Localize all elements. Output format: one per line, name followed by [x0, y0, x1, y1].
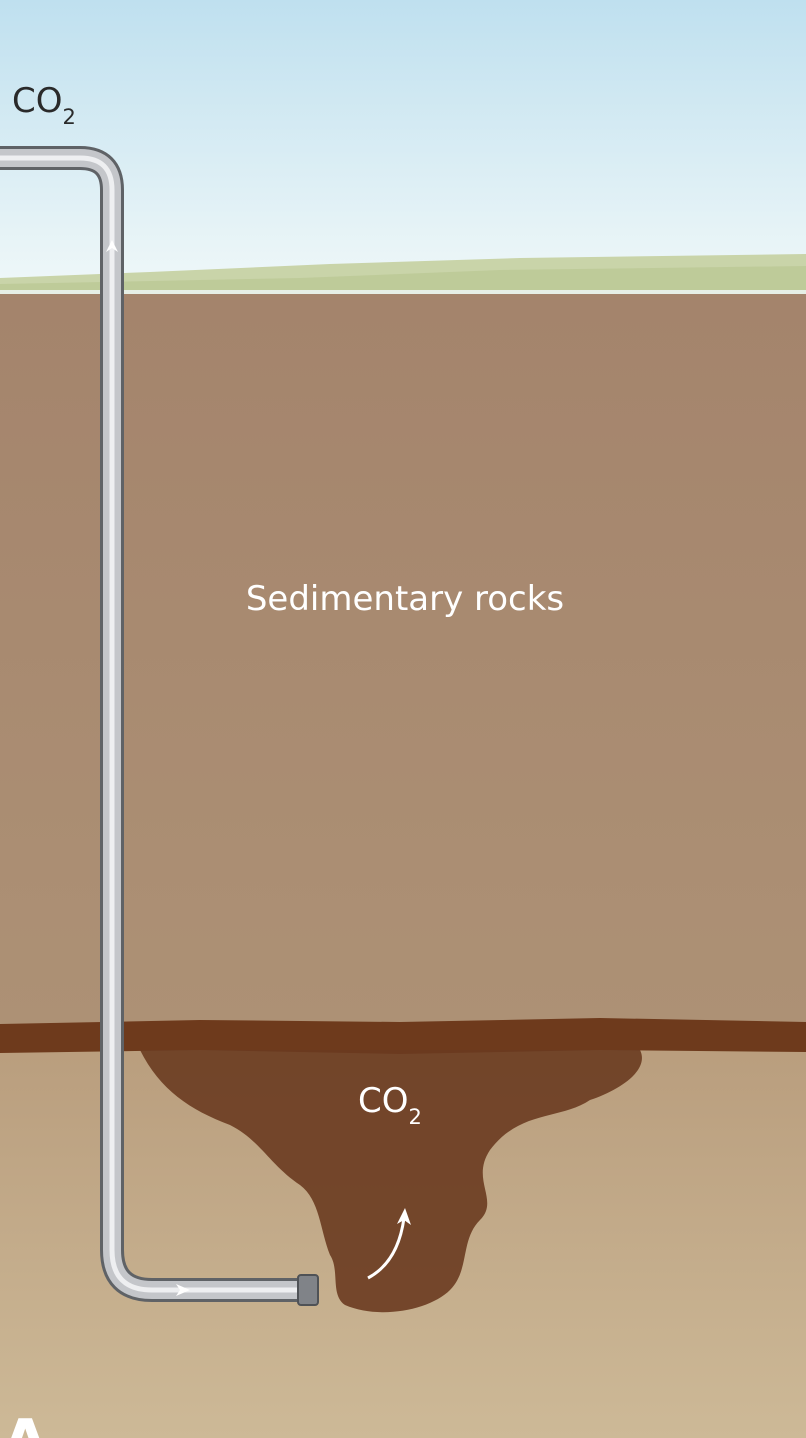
page: CO2 Sedimentary rocks CO2 A (() => { con…	[0, 0, 806, 1438]
rock-layer-label: Sedimentary rocks	[246, 579, 564, 619]
label-text: CO	[12, 81, 63, 121]
pipe-cap	[298, 1275, 318, 1305]
label-subscript: 2	[409, 1105, 422, 1129]
diagram: CO2 Sedimentary rocks CO2 A	[0, 0, 806, 1438]
label-text: CO	[358, 1081, 409, 1121]
label-subscript: 2	[63, 105, 76, 129]
panel-label: A	[2, 1407, 49, 1438]
